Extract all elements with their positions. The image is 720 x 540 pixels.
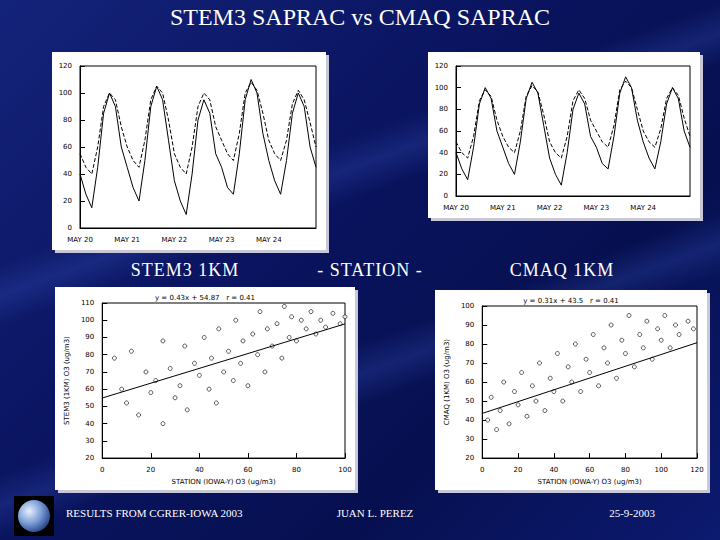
svg-text:90: 90	[85, 333, 94, 341]
svg-text:20: 20	[63, 197, 72, 205]
html-text:- STATION -: - STATION -	[317, 260, 423, 280]
svg-text:40: 40	[549, 466, 558, 474]
svg-text:90: 90	[465, 321, 474, 329]
svg-text:120: 120	[690, 466, 703, 474]
svg-text:100: 100	[655, 466, 668, 474]
svg-text:50: 50	[85, 402, 94, 410]
html-text:RESULTS FROM CGRER-IOWA 2003: RESULTS FROM CGRER-IOWA 2003	[66, 507, 243, 519]
svg-text:0: 0	[480, 466, 484, 474]
svg-text:0: 0	[444, 192, 448, 200]
svg-text:100: 100	[59, 89, 72, 97]
svg-text:MAY 20: MAY 20	[67, 236, 93, 244]
svg-text:MAY 23: MAY 23	[584, 204, 610, 212]
svg-text:80: 80	[292, 466, 301, 474]
svg-text:30: 30	[85, 437, 94, 445]
svg-text:MAY 22: MAY 22	[162, 236, 188, 244]
svg-text:60: 60	[85, 385, 94, 393]
svg-text:20: 20	[514, 466, 523, 474]
svg-text:MAY 21: MAY 21	[114, 236, 140, 244]
html-text:JUAN L. PEREZ: JUAN L. PEREZ	[336, 507, 414, 519]
svg-text:20: 20	[85, 454, 94, 462]
svg-text:110: 110	[81, 299, 94, 307]
html-text:STEM3 1KM: STEM3 1KM	[130, 260, 240, 280]
html-text:CMAQ 1KM: CMAQ 1KM	[509, 260, 615, 280]
svg-text:50: 50	[465, 397, 474, 405]
svg-text:MAY 24: MAY 24	[630, 204, 656, 212]
svg-text:MAY 22: MAY 22	[537, 204, 563, 212]
svg-text:80: 80	[63, 116, 72, 124]
svg-text:40: 40	[439, 149, 448, 157]
svg-text:100: 100	[338, 466, 351, 474]
svg-text:100: 100	[461, 302, 474, 310]
svg-text:80: 80	[621, 466, 630, 474]
svg-text:60: 60	[585, 466, 594, 474]
svg-text:60: 60	[63, 143, 72, 151]
svg-text:80: 80	[439, 105, 448, 113]
svg-text:MAY 21: MAY 21	[490, 204, 516, 212]
svg-text:20: 20	[439, 170, 448, 178]
svg-text:0: 0	[68, 224, 72, 232]
svg-text:y = 0.43x + 54.87 r = 0.41: y = 0.43x + 54.87 r = 0.41	[155, 294, 255, 302]
svg-text:MAY 24: MAY 24	[256, 236, 282, 244]
svg-text:40: 40	[195, 466, 204, 474]
svg-text:100: 100	[435, 84, 448, 92]
svg-text:20: 20	[146, 466, 155, 474]
svg-text:80: 80	[85, 351, 94, 359]
svg-text:120: 120	[435, 62, 448, 70]
svg-text:40: 40	[85, 420, 94, 428]
svg-text:STEM3 (1KM) O3 (ug/m3): STEM3 (1KM) O3 (ug/m3)	[63, 336, 71, 425]
svg-text:100: 100	[81, 316, 94, 324]
svg-text:CMAQ (1KM) O3 (ug/m3): CMAQ (1KM) O3 (ug/m3)	[443, 339, 451, 426]
svg-text:70: 70	[465, 359, 474, 367]
svg-text:0: 0	[100, 466, 104, 474]
svg-text:60: 60	[465, 378, 474, 386]
svg-text:40: 40	[63, 170, 72, 178]
svg-text:60: 60	[243, 466, 252, 474]
svg-text:MAY 20: MAY 20	[443, 204, 469, 212]
svg-text:40: 40	[465, 416, 474, 424]
svg-text:60: 60	[439, 127, 448, 135]
html-text:STEM3 SAPRAC vs CMAQ SAPRAC: STEM3 SAPRAC vs CMAQ SAPRAC	[169, 4, 550, 30]
svg-text:120: 120	[59, 62, 72, 70]
svg-text:STATION (IOWA-Y) O3 (ug/m3): STATION (IOWA-Y) O3 (ug/m3)	[171, 478, 276, 486]
html-text:25-9-2003: 25-9-2003	[609, 507, 655, 519]
svg-text:20: 20	[465, 454, 474, 462]
svg-text:STATION (IOWA-Y) O3 (ug/m3): STATION (IOWA-Y) O3 (ug/m3)	[537, 478, 642, 486]
svg-text:30: 30	[465, 435, 474, 443]
svg-text:70: 70	[85, 368, 94, 376]
svg-text:y = 0.31x + 43.5 r = 0.41: y = 0.31x + 43.5 r = 0.41	[523, 297, 619, 305]
svg-text:MAY 23: MAY 23	[209, 236, 235, 244]
svg-text:80: 80	[465, 340, 474, 348]
